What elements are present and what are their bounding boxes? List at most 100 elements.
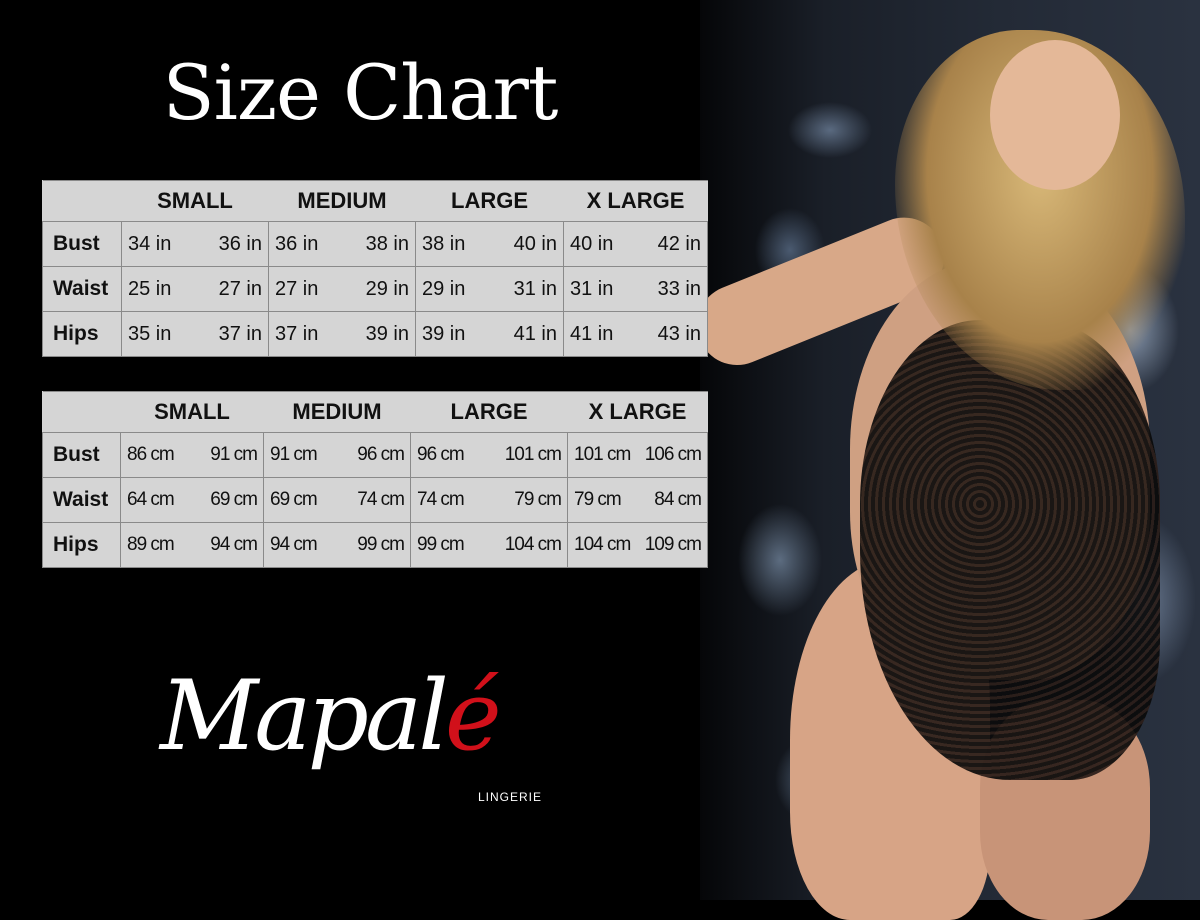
size-range-cell: 104 cm 109 cm	[567, 522, 708, 568]
row-label: Bust	[42, 432, 121, 478]
min-value: 96 cm	[417, 444, 465, 465]
size-range-cell: 40 in 42 in	[563, 221, 708, 267]
max-value: 40 in	[513, 232, 557, 255]
min-value: 91 cm	[270, 444, 318, 465]
size-range-cell: 36 in 38 in	[268, 221, 416, 267]
row-label: Waist	[42, 477, 121, 523]
min-value: 79 cm	[574, 489, 622, 510]
min-value: 94 cm	[270, 534, 318, 555]
min-value: 35 in	[128, 322, 172, 345]
model-photo-face	[990, 40, 1120, 190]
size-range-cell: 31 in 33 in	[563, 266, 708, 312]
max-value: 39 in	[365, 322, 409, 345]
size-range-cell: 35 in 37 in	[121, 311, 269, 357]
header-empty	[42, 391, 121, 433]
size-range-cell: 74 cm 79 cm	[410, 477, 568, 523]
size-range-cell: 38 in 40 in	[415, 221, 564, 267]
min-value: 29 in	[422, 277, 466, 300]
model-photo-lace-bodysuit	[860, 320, 1160, 780]
min-value: 104 cm	[574, 534, 631, 555]
min-value: 41 in	[570, 322, 614, 345]
min-value: 64 cm	[127, 489, 175, 510]
page-title: Size Chart	[162, 48, 559, 137]
min-value: 39 in	[422, 322, 466, 345]
max-value: 94 cm	[210, 534, 258, 555]
size-table-inches: SMALL MEDIUM LARGE X LARGE Bust 34 in 36 in 36 …	[42, 180, 708, 357]
max-value: 41 in	[513, 322, 557, 345]
max-value: 101 cm	[504, 444, 562, 465]
row-label: Bust	[42, 221, 122, 267]
max-value: 84 cm	[654, 489, 702, 510]
size-range-cell: 79 cm 84 cm	[567, 477, 708, 523]
size-header: X LARGE	[567, 391, 708, 433]
max-value: 33 in	[657, 277, 701, 300]
header-empty	[42, 180, 122, 222]
min-value: 40 in	[570, 232, 614, 255]
size-header: SMALL	[120, 391, 264, 433]
size-range-cell: 91 cm 96 cm	[263, 432, 411, 478]
min-value: 38 in	[422, 232, 466, 255]
max-value: 91 cm	[210, 444, 258, 465]
min-value: 86 cm	[127, 444, 175, 465]
header-row: SMALL MEDIUM LARGE X LARGE	[42, 391, 708, 433]
max-value: 106 cm	[644, 444, 702, 465]
table-row: Bust 34 in 36 in 36 in 38 in 38 in 40 in 40 in 4…	[42, 221, 708, 267]
row-label: Waist	[42, 266, 122, 312]
size-range-cell: 37 in 39 in	[268, 311, 416, 357]
logo-subtitle: LINGERIE	[478, 790, 543, 804]
min-value: 36 in	[275, 232, 319, 255]
size-range-cell: 41 in 43 in	[563, 311, 708, 357]
size-range-cell: 29 in 31 in	[415, 266, 564, 312]
min-value: 69 cm	[270, 489, 318, 510]
row-label: Hips	[42, 522, 121, 568]
max-value: 69 cm	[210, 489, 258, 510]
min-value: 25 in	[128, 277, 172, 300]
max-value: 42 in	[657, 232, 701, 255]
size-range-cell: 101 cm 106 cm	[567, 432, 708, 478]
table-row: Hips 35 in 37 in 37 in 39 in 39 in 41 in 41 in 4…	[42, 311, 708, 357]
max-value: 43 in	[657, 322, 701, 345]
max-value: 109 cm	[644, 534, 702, 555]
max-value: 38 in	[365, 232, 409, 255]
max-value: 79 cm	[514, 489, 562, 510]
size-range-cell: 25 in 27 in	[121, 266, 269, 312]
min-value: 27 in	[275, 277, 319, 300]
min-value: 89 cm	[127, 534, 175, 555]
size-range-cell: 39 in 41 in	[415, 311, 564, 357]
size-range-cell: 86 cm 91 cm	[120, 432, 264, 478]
max-value: 104 cm	[504, 534, 562, 555]
max-value: 99 cm	[357, 534, 405, 555]
min-value: 31 in	[570, 277, 614, 300]
size-range-cell: 64 cm 69 cm	[120, 477, 264, 523]
max-value: 31 in	[513, 277, 557, 300]
min-value: 34 in	[128, 232, 172, 255]
size-range-cell: 27 in 29 in	[268, 266, 416, 312]
size-header: MEDIUM	[263, 391, 411, 433]
size-header: LARGE	[410, 391, 568, 433]
min-value: 99 cm	[417, 534, 465, 555]
min-value: 101 cm	[574, 444, 631, 465]
header-row: SMALL MEDIUM LARGE X LARGE	[42, 180, 708, 222]
size-range-cell: 99 cm 104 cm	[410, 522, 568, 568]
size-range-cell: 69 cm 74 cm	[263, 477, 411, 523]
size-header: LARGE	[415, 180, 564, 222]
size-table-cm: SMALL MEDIUM LARGE X LARGE Bust 86 cm 91 cm 91 …	[42, 391, 708, 568]
brand-logo: Mapalé LINGERIE	[160, 660, 580, 810]
size-header: MEDIUM	[268, 180, 416, 222]
max-value: 74 cm	[357, 489, 405, 510]
min-value: 37 in	[275, 322, 319, 345]
size-range-cell: 34 in 36 in	[121, 221, 269, 267]
table-row: Hips 89 cm 94 cm 94 cm 99 cm 99 cm 104 cm 104 c…	[42, 522, 708, 568]
size-range-cell: 94 cm 99 cm	[263, 522, 411, 568]
max-value: 96 cm	[357, 444, 405, 465]
row-label: Hips	[42, 311, 122, 357]
size-header: X LARGE	[563, 180, 708, 222]
table-row: Waist 25 in 27 in 27 in 29 in 29 in 31 in 31 in…	[42, 266, 708, 312]
size-header: SMALL	[121, 180, 269, 222]
size-range-cell: 89 cm 94 cm	[120, 522, 264, 568]
max-value: 29 in	[365, 277, 409, 300]
logo-wordmark: Mapalé	[160, 660, 502, 772]
size-range-cell: 96 cm 101 cm	[410, 432, 568, 478]
table-row: Bust 86 cm 91 cm 91 cm 96 cm 96 cm 101 cm 101 c…	[42, 432, 708, 478]
max-value: 36 in	[218, 232, 262, 255]
